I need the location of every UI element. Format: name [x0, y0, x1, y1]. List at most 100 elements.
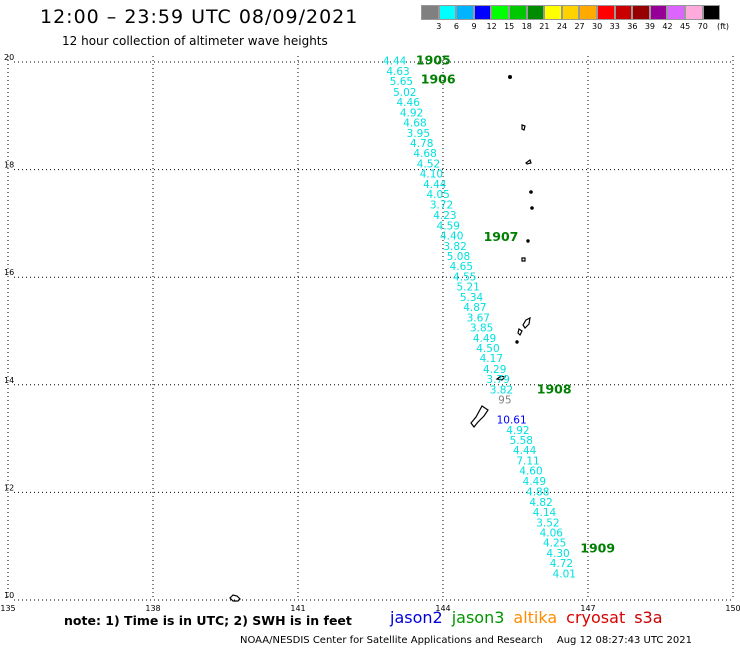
swh-label: 3.85	[470, 323, 493, 335]
swh-label: 4.52	[417, 158, 440, 170]
scale-swatch	[473, 5, 492, 20]
scale-swatch	[579, 5, 597, 20]
swh-label: 4.68	[413, 148, 436, 160]
scale-swatch	[491, 5, 509, 20]
scale-cell: 12	[473, 5, 497, 31]
swh-label: 4.92	[506, 425, 529, 437]
swh-label: 5.65	[390, 76, 413, 88]
swh-label: 4.25	[543, 538, 566, 550]
island-guam	[470, 405, 489, 428]
x-tick-label: 147	[580, 604, 595, 613]
swh-label: 4.60	[519, 466, 542, 478]
scale-swatch	[526, 5, 545, 20]
scale-label: 45	[680, 22, 691, 31]
scale-cell	[702, 5, 721, 31]
scale-label: 42	[662, 22, 673, 31]
scale-label: 27	[574, 22, 585, 31]
scale-cell: 3	[421, 5, 441, 31]
mission-cryosat: cryosat	[566, 608, 626, 627]
scale-label: 12	[486, 22, 497, 31]
scale-label: 39	[644, 22, 656, 31]
scale-cell: 15	[491, 5, 514, 31]
swh-label: 4.29	[483, 364, 506, 376]
scale-cell: 21	[526, 5, 549, 31]
credit-text: NOAA/NESDIS Center for Satellite Applica…	[240, 635, 543, 646]
swh-label: 3.52	[536, 517, 559, 529]
scale-swatch	[596, 5, 615, 20]
scale-swatch	[632, 5, 650, 20]
scale-cell: 24	[544, 5, 567, 31]
island-dot	[508, 74, 513, 79]
swh-label: 4.49	[523, 476, 546, 488]
swh-label: 3.72	[430, 199, 453, 211]
island-dot	[530, 206, 534, 210]
y-tick-label: 18	[4, 161, 14, 170]
swh-label: 3.79	[486, 374, 509, 386]
chart-title: 12:00 – 23:59 UTC 08/09/2021	[40, 6, 359, 28]
scale-label: 30	[592, 22, 603, 31]
swh-label: 4.30	[546, 548, 569, 560]
y-tick-label: 16	[4, 268, 14, 277]
swh-label: 4.88	[526, 487, 549, 499]
swh-points: 4.444.635.655.024.464.924.683.954.784.68…	[383, 56, 576, 581]
scale-swatch	[456, 5, 474, 20]
swh-label: 95	[498, 395, 511, 407]
credit-line: NOAA/NESDIS Center for Satellite Applica…	[240, 635, 692, 646]
swh-label: 4.68	[403, 118, 426, 130]
pass-label: 1907	[484, 229, 519, 244]
swh-label: 4.50	[476, 343, 499, 355]
scale-swatch	[421, 5, 439, 20]
y-tick-label: 12	[4, 483, 14, 492]
swh-label: 4.46	[397, 97, 421, 109]
axis-ticks: 135 138 141 144 147 150 10 12 14 16 18 20	[0, 53, 740, 613]
island-dot	[526, 239, 530, 243]
footnote: note: 1) Time is in UTC; 2) SWH is in fe…	[64, 613, 352, 628]
scale-swatch	[544, 5, 562, 20]
scale-swatch	[684, 5, 703, 20]
pass-label: 1905	[416, 53, 451, 68]
scale-cell: 33	[596, 5, 620, 31]
swh-label: 5.34	[460, 292, 484, 304]
island-dot	[515, 340, 519, 344]
island-dot	[529, 190, 533, 194]
islands	[229, 74, 534, 602]
swh-label: 4.05	[426, 189, 449, 201]
island-south	[229, 594, 241, 602]
scale-label: 36	[627, 22, 638, 31]
swh-label: 4.10	[420, 169, 443, 181]
swh-label: 5.21	[456, 282, 479, 294]
swh-label: 5.58	[510, 435, 533, 447]
chart-subtitle: 12 hour collection of altimeter wave hei…	[62, 34, 328, 48]
mission-legend: jason2 jason3 altika cryosat s3a	[390, 608, 672, 627]
scale-label: 33	[609, 22, 620, 31]
swh-label: 4.49	[473, 333, 496, 345]
x-tick-label: 141	[290, 604, 305, 613]
scale-swatch	[702, 5, 721, 20]
swh-label: 4.44	[423, 179, 447, 191]
mission-jason3: jason3	[451, 608, 505, 627]
swh-label: 4.78	[410, 138, 433, 150]
mission-jason2: jason2	[390, 608, 443, 627]
scale-label: 24	[556, 22, 568, 31]
scale-label: 6	[453, 22, 459, 31]
scale-cell: 6	[438, 5, 459, 31]
color-scale-legend: 3 6 9 12 15 18 21 24 27 30 33 36 39 42 45 70	[421, 5, 721, 31]
swh-label: 5.08	[447, 251, 470, 263]
scale-cell: 18	[508, 5, 532, 31]
swh-label: 4.23	[433, 210, 456, 222]
swh-label: 3.82	[443, 241, 466, 253]
scale-cell: 30	[579, 5, 602, 31]
y-tick-label: 20	[4, 53, 14, 62]
swh-label: 4.44	[383, 56, 407, 68]
island-tinian	[517, 328, 523, 337]
pass-label: 1909	[580, 541, 615, 556]
scale-cell: 45	[667, 5, 690, 31]
swh-label: 4.63	[386, 66, 409, 78]
pass-labels: 1905 1906 1907 1908 1909	[416, 53, 615, 556]
scale-swatch	[508, 5, 527, 20]
swh-label: 4.82	[529, 497, 552, 509]
mission-s3a: s3a	[634, 608, 663, 627]
swh-label: 4.72	[550, 558, 573, 570]
island	[521, 124, 526, 131]
